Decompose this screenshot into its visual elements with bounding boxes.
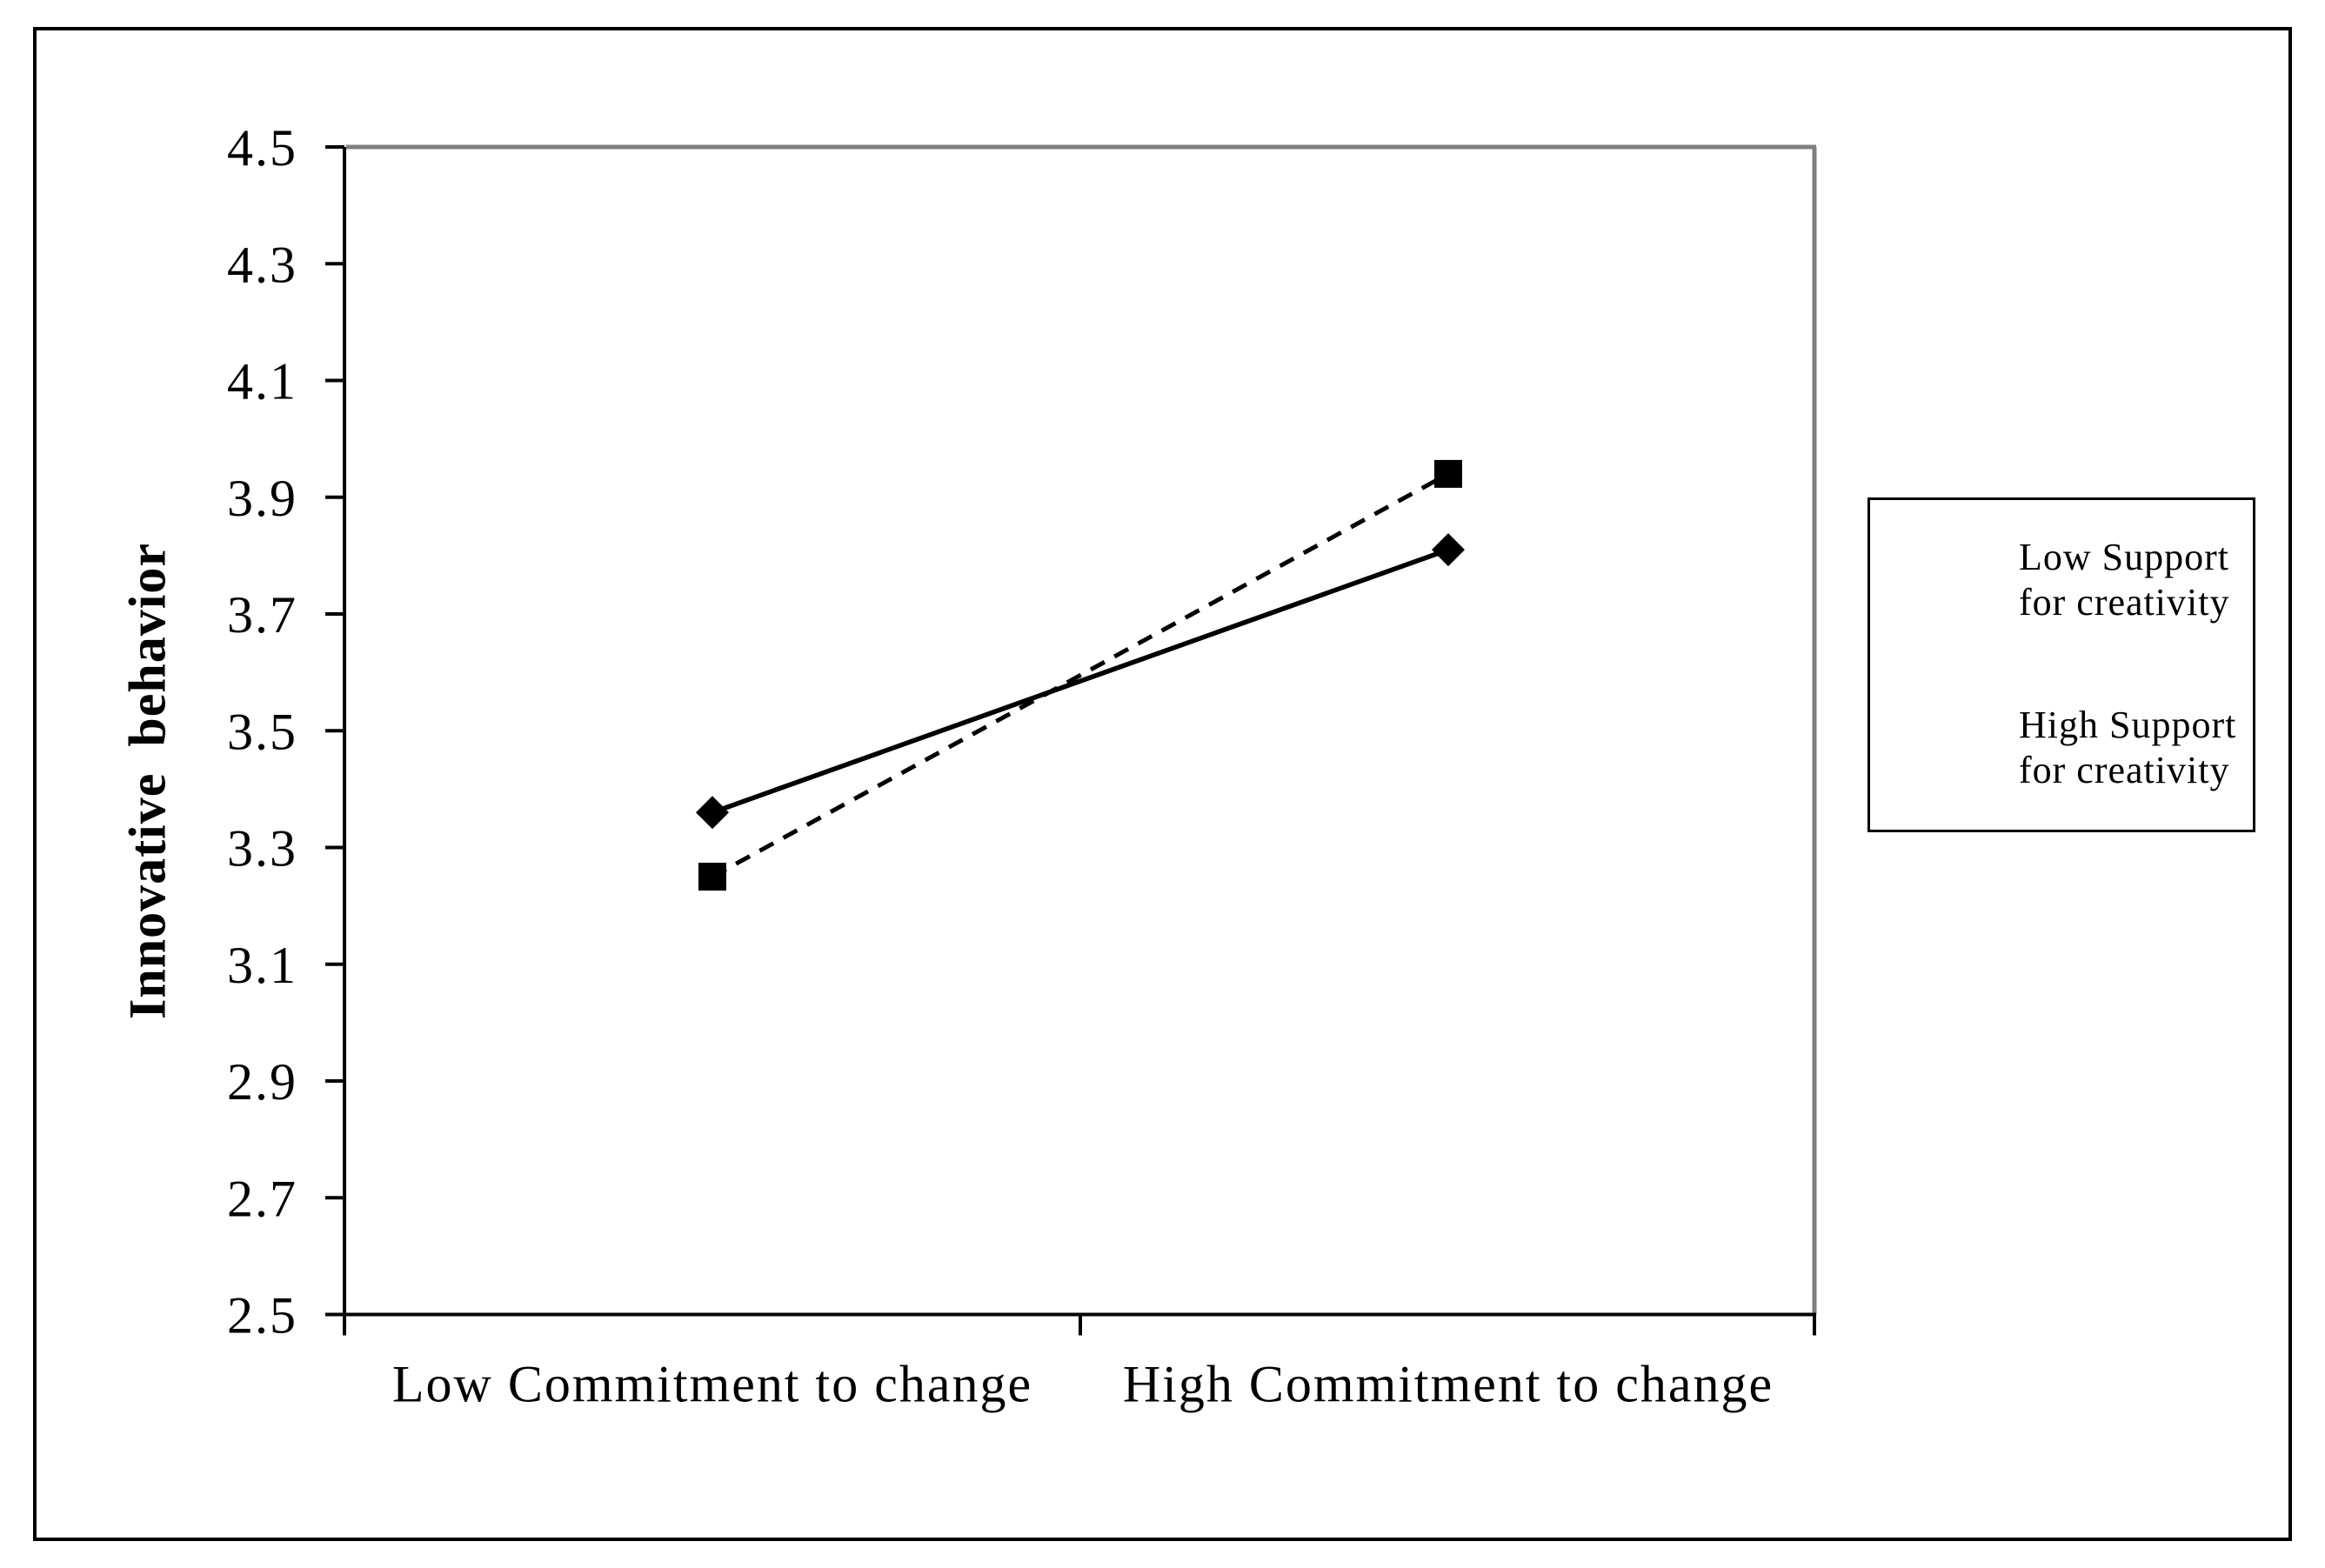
y-tick-label: 2.7	[227, 1170, 297, 1227]
y-tick-label: 3.3	[227, 820, 297, 877]
x-axis-label-high-commitment: High Commitment to change	[1122, 1355, 1774, 1413]
x-axis-label-low-commitment: Low Commitment to change	[391, 1355, 1033, 1413]
series-line-low-support	[712, 547, 1449, 815]
y-tick-label: 3.7	[227, 586, 297, 644]
legend-entry-label-line1: High Support	[2019, 704, 2237, 746]
y-tick-label: 2.5	[227, 1287, 297, 1344]
legend-entry-label-line2: for creativity	[2019, 749, 2230, 791]
legend-entry-low-support: Low Support for creativity	[2019, 535, 2229, 625]
y-tick-label: 3.5	[227, 703, 297, 760]
data-point-diamond-marker	[1432, 533, 1465, 567]
legend-entry-label-line2: for creativity	[2019, 581, 2230, 624]
data-point-square-marker	[698, 863, 726, 891]
y-tick-label: 3.1	[227, 937, 297, 994]
series-line-high-support	[711, 471, 1450, 879]
y-axis-title: Innovative behavior	[118, 542, 177, 1020]
legend-entry-high-support: High Support for creativity	[2019, 703, 2236, 793]
y-tick-label: 4.5	[227, 119, 297, 177]
figure-border	[33, 27, 2292, 1541]
y-tick-label: 4.3	[227, 236, 297, 293]
y-tick-label: 2.9	[227, 1053, 297, 1111]
data-point-diamond-marker	[696, 796, 729, 830]
y-tick-label: 4.1	[227, 353, 297, 410]
legend: Low Support for creativity High Support …	[1867, 497, 2255, 832]
data-point-square-marker	[1434, 459, 1462, 488]
legend-entry-label-line1: Low Support	[2019, 536, 2229, 578]
y-tick-label: 3.9	[227, 470, 297, 527]
